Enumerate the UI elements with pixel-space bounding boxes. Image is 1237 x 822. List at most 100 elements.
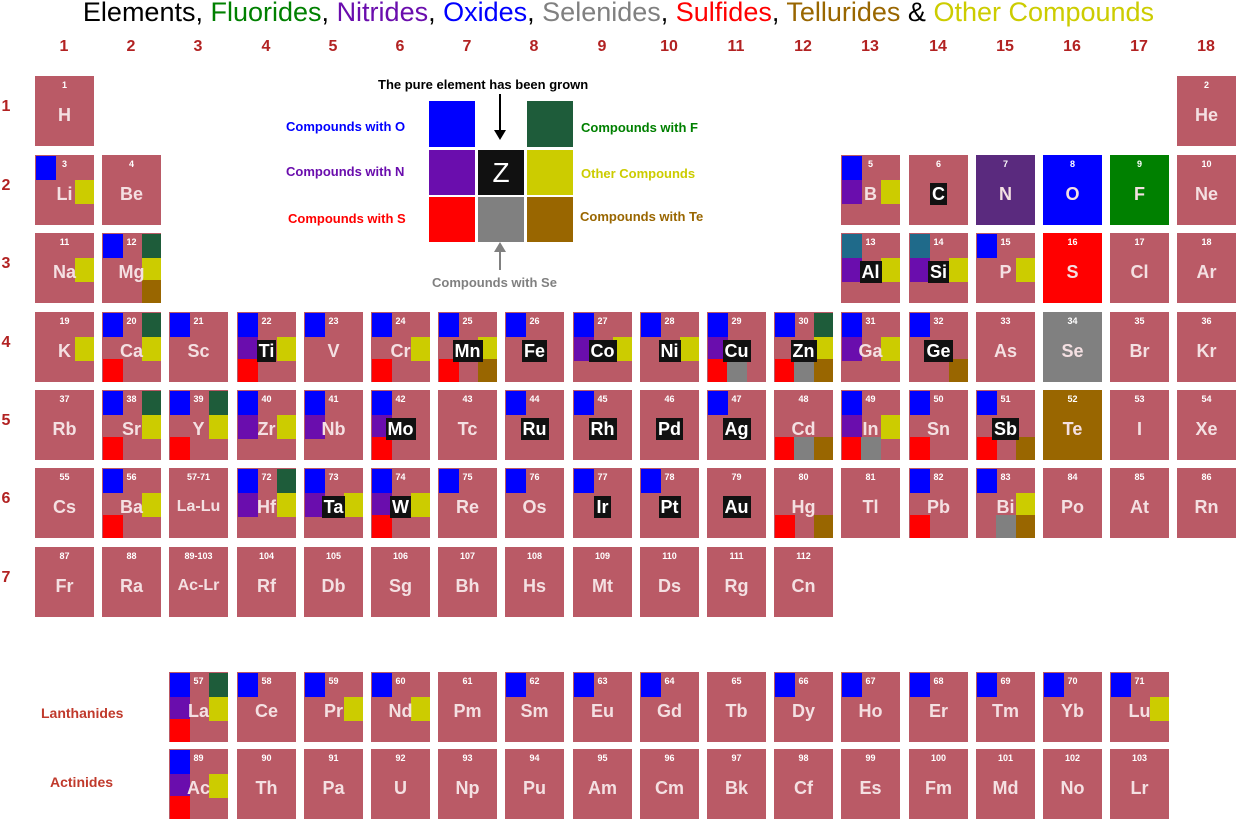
atomic-number: 24 (395, 316, 406, 326)
element-cell: 27 Co (572, 311, 633, 383)
symbol-wrap: Tc (438, 390, 497, 460)
oxide-marker (842, 234, 862, 258)
oxide-marker (574, 391, 594, 415)
element-cell: 35 Br (1109, 311, 1170, 383)
element-cell: 76 Os (504, 467, 565, 539)
element-symbol: Np (455, 778, 480, 798)
telluride-marker (1016, 515, 1035, 538)
element-symbol: Cu (722, 340, 751, 362)
element-symbol: Fr (55, 576, 74, 596)
element-symbol: No (1060, 778, 1085, 798)
element-cell: 93 Np (437, 748, 498, 820)
group-number: 6 (395, 38, 405, 55)
period-number: 5 (1, 412, 11, 429)
atomic-number: 41 (328, 394, 339, 404)
element-symbol: Hs (522, 576, 546, 596)
oxide-marker (842, 156, 862, 180)
element-cell: 110 Ds (639, 546, 700, 618)
symbol-wrap: Th (237, 749, 296, 819)
element-cell: 66 Dy (773, 671, 834, 743)
atomic-number: 74 (395, 472, 406, 482)
atomic-number: 60 (395, 676, 406, 686)
element-cell: 87 Fr (34, 546, 95, 618)
oxide-marker (641, 313, 661, 337)
symbol-wrap: Mn (438, 312, 497, 382)
atomic-number: 15 (1000, 237, 1011, 247)
atomic-number: 18 (1201, 237, 1212, 247)
element-cell: 99 Es (840, 748, 901, 820)
element-cell: 54 Xe (1176, 389, 1237, 461)
title-part: Sulfides (675, 0, 772, 27)
symbol-wrap: Ds (640, 547, 699, 617)
other-compound-marker (142, 415, 161, 439)
symbol-wrap: Er (909, 672, 968, 742)
symbol-wrap: Ba (102, 468, 161, 538)
element-symbol: Rg (724, 576, 749, 596)
atomic-number: 22 (261, 316, 272, 326)
element-symbol: Si (927, 261, 949, 283)
symbol-wrap: Ac (169, 749, 228, 819)
atomic-number: 13 (865, 237, 876, 247)
element-cell: 69 Tm (975, 671, 1036, 743)
element-symbol: Xe (1195, 419, 1218, 439)
oxide-marker (372, 313, 392, 337)
element-symbol: Po (1060, 497, 1084, 517)
element-cell: 62 Sm (504, 671, 565, 743)
symbol-wrap: Al (841, 233, 900, 303)
atomic-number: 100 (930, 753, 947, 763)
element-symbol: Ce (254, 701, 278, 721)
symbol-wrap: Sn (909, 390, 968, 460)
element-cell: 24 Cr (370, 311, 431, 383)
element-symbol: Mn (452, 340, 483, 362)
atomic-number: 66 (798, 676, 809, 686)
other-compound-marker (881, 180, 900, 204)
symbol-wrap: Be (102, 155, 161, 225)
fluoride-marker (277, 469, 296, 493)
symbol-wrap: Se (1043, 312, 1102, 382)
element-cell: 56 Ba (101, 467, 162, 539)
group-number: 2 (126, 38, 136, 55)
legend-pure-element-header: The pure element has been grown (378, 77, 589, 92)
oxide-marker (506, 469, 526, 493)
nitride-marker (842, 337, 862, 361)
sulfide-marker (842, 437, 862, 460)
element-symbol: Zn (790, 340, 817, 362)
symbol-wrap: W (371, 468, 430, 538)
title-part: , (428, 0, 444, 27)
element-symbol: At (1130, 497, 1149, 517)
element-symbol: Na (52, 262, 76, 282)
element-cell: 108 Hs (504, 546, 565, 618)
symbol-wrap: Cr (371, 312, 430, 382)
actinides-label: Actinides (50, 774, 114, 790)
symbol-wrap: Fe (505, 312, 564, 382)
element-symbol: Nb (321, 419, 346, 439)
element-symbol: Tb (725, 701, 748, 721)
element-cell: 31 Ga (840, 311, 901, 383)
other-compound-marker (142, 258, 161, 282)
symbol-wrap: Rg (707, 547, 766, 617)
other-compound-marker (1150, 697, 1169, 721)
element-cell: 57 La (168, 671, 229, 743)
other-compound-marker (613, 337, 632, 361)
symbol-wrap: Db (304, 547, 363, 617)
element-symbol: Ca (119, 341, 143, 361)
atomic-number: 42 (395, 394, 406, 404)
element-symbol: Y (192, 419, 205, 439)
symbol-wrap: Nd (371, 672, 430, 742)
element-symbol: Zr (257, 419, 276, 439)
atomic-number: 36 (1201, 316, 1212, 326)
atomic-number: 21 (193, 316, 204, 326)
element-cell: 59 Pr (303, 671, 364, 743)
element-symbol: Sb (991, 418, 1019, 440)
symbol-wrap: F (1110, 155, 1169, 225)
element-symbol: P (999, 262, 1012, 282)
nitride-marker (842, 180, 862, 204)
element-cell: 104 Rf (236, 546, 297, 618)
symbol-wrap: Sg (371, 547, 430, 617)
oxide-marker (910, 313, 930, 337)
element-cell: 46 Pd (639, 389, 700, 461)
atomic-number: 102 (1064, 753, 1081, 763)
telluride-marker (1016, 437, 1035, 460)
symbol-wrap: Y (169, 390, 228, 460)
